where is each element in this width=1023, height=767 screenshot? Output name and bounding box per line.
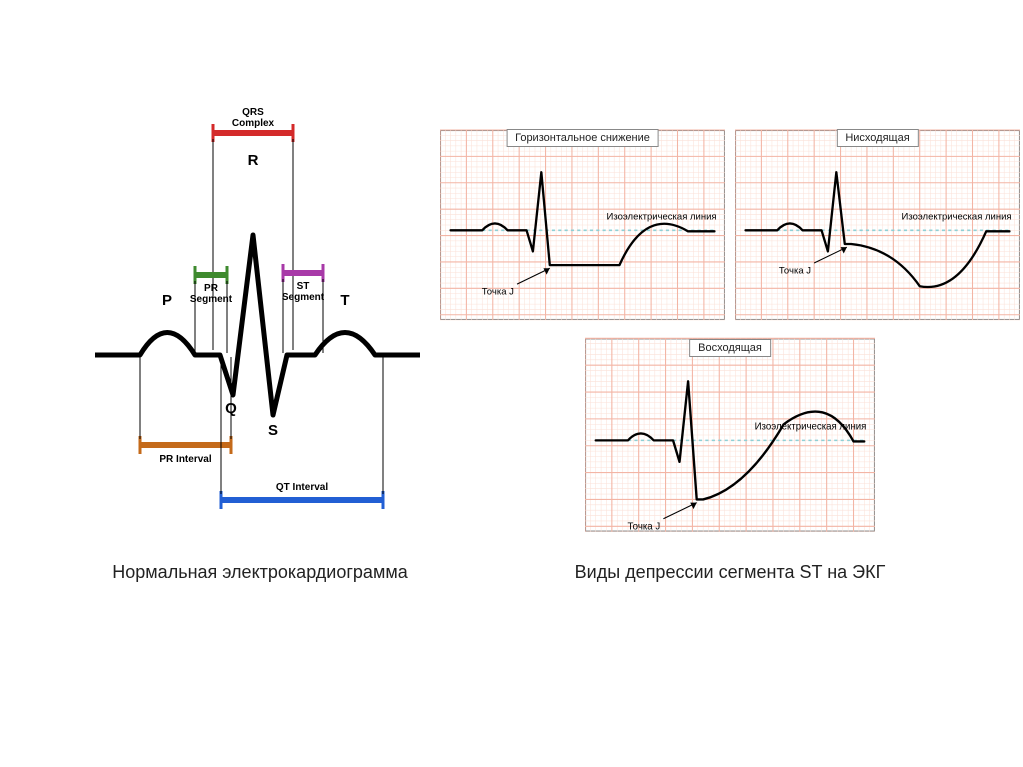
svg-text:Изоэлектрическая линия: Изоэлектрическая линия: [755, 422, 867, 433]
svg-text:R: R: [248, 152, 259, 169]
chart-title: Нисходящая: [836, 129, 918, 147]
svg-text:Точка J: Точка J: [779, 266, 811, 277]
chart-upsloping: Изоэлектрическая линия Точка J Восходящая: [585, 335, 875, 535]
svg-text:PR: PR: [204, 283, 219, 294]
svg-text:Точка J: Точка J: [482, 287, 514, 298]
svg-text:S: S: [268, 422, 278, 439]
svg-text:PR Interval: PR Interval: [159, 454, 211, 465]
chart-title: Горизонтальное снижение: [506, 129, 659, 147]
svg-text:Изоэлектрическая линия: Изоэлектрическая линия: [607, 212, 717, 223]
svg-text:Изоэлектрическая линия: Изоэлектрическая линия: [902, 212, 1012, 223]
caption-right: Виды депрессии сегмента ST на ЭКГ: [480, 562, 980, 583]
svg-text:QT Interval: QT Interval: [276, 482, 328, 493]
svg-text:P: P: [162, 292, 172, 309]
chart-horizontal: Изоэлектрическая линия Точка J Горизонталь…: [440, 125, 725, 325]
st-depression-panel: Изоэлектрическая линия Точка J Горизонталь…: [440, 125, 1020, 535]
svg-text:Точка J: Точка J: [628, 522, 661, 533]
normal-ecg-panel: QRSComplexPRSegmentSTSegmentPRTQSPR Inte…: [95, 105, 425, 525]
chart-downsloping: Изоэлектрическая линия Точка J Нисходящая: [735, 125, 1020, 325]
normal-ecg-svg: QRSComplexPRSegmentSTSegmentPRTQSPR Inte…: [95, 105, 425, 525]
svg-text:ST: ST: [297, 281, 310, 292]
chart-title: Восходящая: [689, 339, 771, 357]
svg-text:QRS: QRS: [242, 107, 264, 118]
caption-left: Нормальная электрокардиограмма: [95, 562, 425, 583]
page: QRSComplexPRSegmentSTSegmentPRTQSPR Inte…: [0, 0, 1023, 767]
svg-text:T: T: [340, 292, 349, 309]
svg-text:Segment: Segment: [190, 294, 233, 305]
svg-text:Segment: Segment: [282, 292, 325, 303]
svg-text:Complex: Complex: [232, 118, 275, 129]
st-grid: Изоэлектрическая линия Точка J Горизонталь…: [440, 125, 1020, 535]
